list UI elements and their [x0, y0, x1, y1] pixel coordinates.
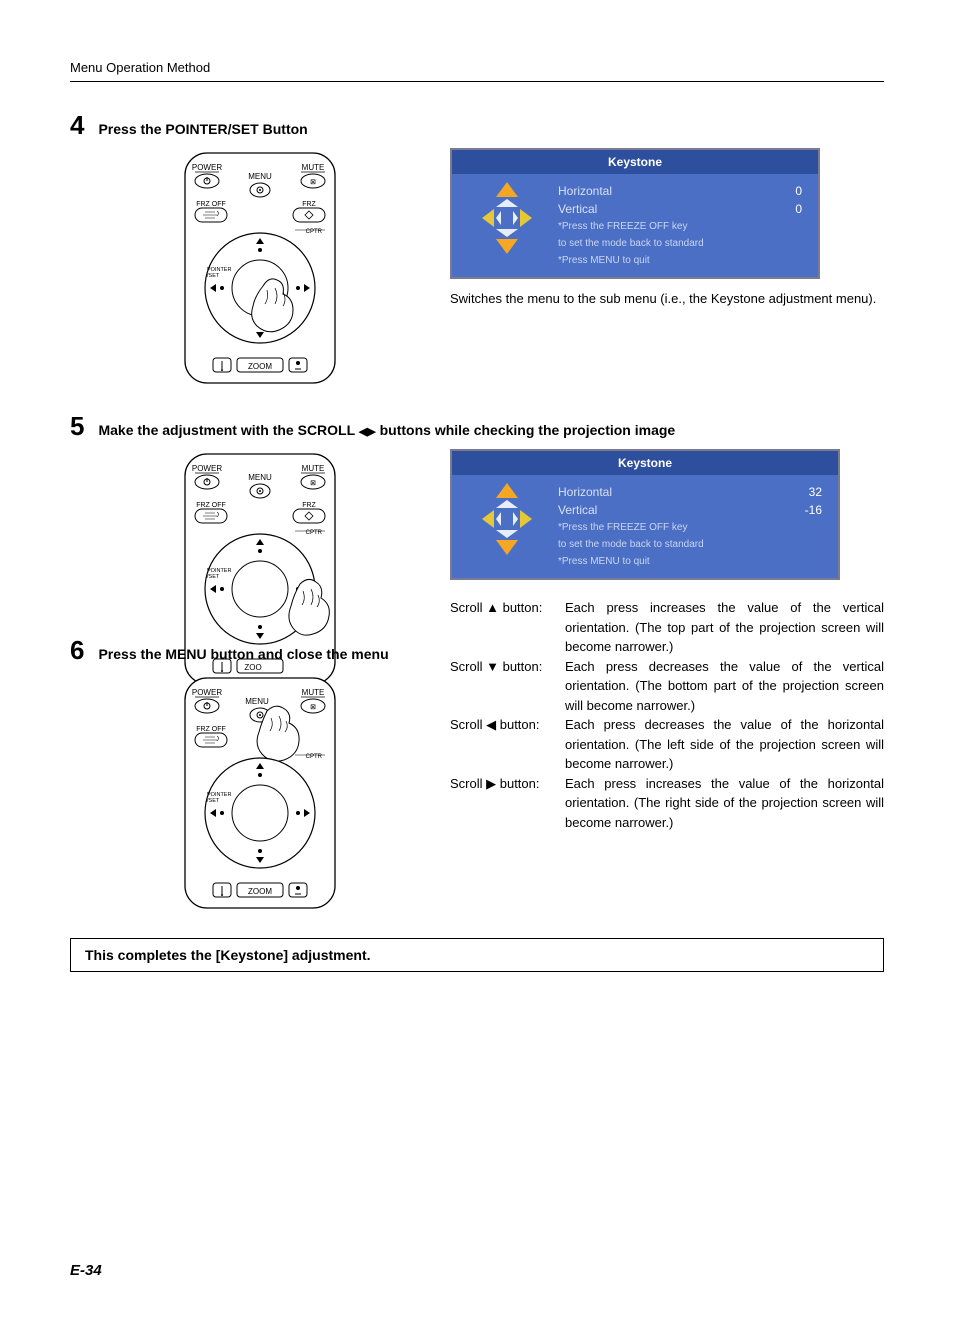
osd-row-label: Horizontal [558, 184, 612, 198]
svg-text:POWER: POWER [192, 163, 222, 172]
svg-text:MENU: MENU [248, 172, 272, 181]
osd-menu-step5: Keystone Horizontal 32 [450, 449, 840, 580]
svg-text:/SET: /SET [207, 273, 220, 279]
lr-arrows-icon: ◀▶ [359, 426, 376, 438]
svg-text:POWER: POWER [192, 688, 222, 697]
osd-row-label: Vertical [558, 503, 597, 517]
svg-text:⊠: ⊠ [310, 179, 316, 186]
page-number: E-34 [70, 1262, 102, 1279]
svg-text:POWER: POWER [192, 464, 222, 473]
svg-text:⊠: ⊠ [310, 480, 316, 487]
svg-text:MENU: MENU [248, 473, 272, 482]
osd-nav-arrows [462, 483, 552, 570]
step5-title: Make the adjustment with the SCROLL ◀▶ b… [98, 422, 675, 438]
svg-text:/SET: /SET [207, 574, 220, 580]
svg-text:/SET: /SET [207, 798, 220, 804]
step5-number: 5 [70, 413, 84, 439]
svg-text:⊠: ⊠ [310, 704, 316, 711]
step4-caption: Switches the menu to the sub menu (i.e.,… [450, 289, 884, 309]
step6-number: 6 [70, 637, 84, 663]
svg-text:FRZ OFF: FRZ OFF [196, 726, 226, 733]
osd-row: Vertical -16 [552, 501, 828, 519]
osd-nav-arrows [462, 182, 552, 269]
scroll-description-list: Scroll ▲ button: Each press increases th… [450, 598, 884, 832]
svg-text:MUTE: MUTE [302, 688, 325, 697]
scroll-desc-text: Each press increases the value of the ho… [565, 774, 884, 833]
osd-row: Horizontal 32 [552, 483, 828, 501]
svg-text:FRZ: FRZ [302, 201, 316, 208]
scroll-desc-label: Scroll ▶ button: [450, 774, 565, 833]
step5-title-a: Make the adjustment with the SCROLL [98, 422, 358, 438]
step5-heading: 5 Make the adjustment with the SCROLL ◀▶… [70, 413, 884, 439]
osd-row: Vertical 0 [552, 200, 808, 218]
osd-row-value: 32 [782, 485, 822, 499]
page-header: Menu Operation Method [70, 60, 884, 75]
svg-text:MUTE: MUTE [302, 163, 325, 172]
osd-menu-step4: Keystone Horizontal 0 [450, 148, 820, 279]
svg-text:ZOOM: ZOOM [248, 887, 272, 896]
scroll-desc-row: Scroll ▶ button: Each press increases th… [450, 774, 884, 833]
osd-row-value: -16 [782, 503, 822, 517]
svg-text:MUTE: MUTE [302, 464, 325, 473]
scroll-desc-text: Each press decreases the value of the ho… [565, 715, 884, 774]
osd-hint: to set the mode back to standard [552, 536, 828, 553]
osd-title: Keystone [452, 451, 838, 475]
remote-illustration-step4: POWER MENU MUTE ⊠ FRZ OFF FRZ CPTR [175, 148, 345, 388]
step4-number: 4 [70, 112, 84, 138]
svg-text:ZOO: ZOO [244, 663, 261, 672]
scroll-desc-label: Scroll ◀ button: [450, 715, 565, 774]
svg-text:FRZ: FRZ [302, 502, 316, 509]
svg-text:ZOOM: ZOOM [248, 362, 272, 371]
osd-row-label: Horizontal [558, 485, 612, 499]
step5-title-b: buttons while checking the projection im… [376, 422, 675, 438]
scroll-desc-text: Each press increases the value of the ve… [565, 598, 884, 657]
remote-illustration-step6: POWER MENU MUTE ⊠ FRZ OFF CPTR [175, 673, 345, 913]
osd-hint: *Press MENU to quit [552, 553, 828, 570]
osd-row-value: 0 [762, 202, 802, 216]
osd-hint: *Press the FREEZE OFF key [552, 519, 828, 536]
scroll-desc-row: Scroll ▼ button: Each press decreases th… [450, 657, 884, 716]
osd-row: Horizontal 0 [552, 182, 808, 200]
osd-row-value: 0 [762, 184, 802, 198]
svg-text:MENU: MENU [245, 697, 269, 706]
scroll-desc-row: Scroll ◀ button: Each press decreases th… [450, 715, 884, 774]
completion-box: This completes the [Keystone] adjustment… [70, 938, 884, 972]
osd-hint: *Press MENU to quit [552, 252, 808, 269]
step6-title: Press the MENU button and close the menu [98, 646, 388, 662]
scroll-desc-row: Scroll ▲ button: Each press increases th… [450, 598, 884, 657]
step6-heading: 6 Press the MENU button and close the me… [70, 637, 490, 663]
osd-title: Keystone [452, 150, 818, 174]
osd-hint: *Press the FREEZE OFF key [552, 218, 808, 235]
header-rule [70, 81, 884, 82]
step4-heading: 4 Press the POINTER/SET Button [70, 112, 884, 138]
svg-text:FRZ OFF: FRZ OFF [196, 201, 226, 208]
remote-illustration-step5: POWER MENU MUTE ⊠ FRZ OFF FRZ CPTR POIN [175, 449, 345, 709]
scroll-desc-text: Each press decreases the value of the ve… [565, 657, 884, 716]
svg-text:FRZ OFF: FRZ OFF [196, 502, 226, 509]
scroll-desc-label: Scroll ▼ button: [450, 657, 565, 716]
osd-hint: to set the mode back to standard [552, 235, 808, 252]
step4-title: Press the POINTER/SET Button [98, 121, 307, 137]
osd-row-label: Vertical [558, 202, 597, 216]
